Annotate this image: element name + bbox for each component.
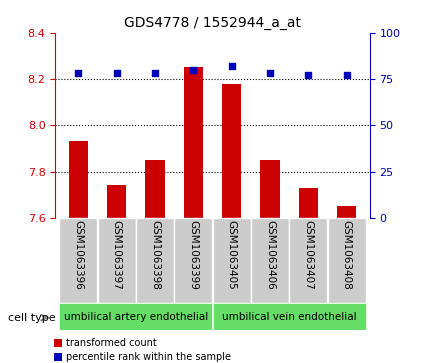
Title: GDS4778 / 1552944_a_at: GDS4778 / 1552944_a_at <box>124 16 301 30</box>
Text: GSM1063408: GSM1063408 <box>342 220 352 290</box>
Bar <box>261 160 280 218</box>
Bar <box>212 218 251 303</box>
Point <box>343 72 350 78</box>
Point <box>228 63 235 69</box>
Text: GSM1063405: GSM1063405 <box>227 220 237 290</box>
Point <box>266 70 273 76</box>
Point <box>305 72 312 78</box>
Bar <box>299 188 318 218</box>
Bar <box>184 68 203 218</box>
Bar <box>107 185 126 218</box>
Text: percentile rank within the sample: percentile rank within the sample <box>66 352 231 362</box>
Bar <box>222 83 241 218</box>
Text: GSM1063407: GSM1063407 <box>303 220 313 290</box>
Bar <box>212 303 366 330</box>
Bar <box>59 218 97 303</box>
Text: GSM1063397: GSM1063397 <box>112 220 122 290</box>
Text: GSM1063396: GSM1063396 <box>73 220 83 290</box>
Text: cell type: cell type <box>8 313 56 323</box>
Point <box>113 70 120 76</box>
Bar <box>136 218 174 303</box>
Bar <box>59 303 212 330</box>
Bar <box>69 142 88 218</box>
Bar <box>328 218 366 303</box>
Bar <box>289 218 327 303</box>
Bar <box>337 206 356 218</box>
Text: umbilical artery endothelial: umbilical artery endothelial <box>64 312 208 322</box>
Text: umbilical vein endothelial: umbilical vein endothelial <box>222 312 357 322</box>
Point <box>190 67 197 73</box>
Point <box>75 70 82 76</box>
Bar <box>98 218 136 303</box>
Text: GSM1063406: GSM1063406 <box>265 220 275 290</box>
Text: GSM1063398: GSM1063398 <box>150 220 160 290</box>
Text: GSM1063399: GSM1063399 <box>188 220 198 290</box>
Bar <box>174 218 212 303</box>
Text: transformed count: transformed count <box>66 338 157 348</box>
Bar <box>251 218 289 303</box>
Point <box>152 70 159 76</box>
Bar <box>145 160 164 218</box>
